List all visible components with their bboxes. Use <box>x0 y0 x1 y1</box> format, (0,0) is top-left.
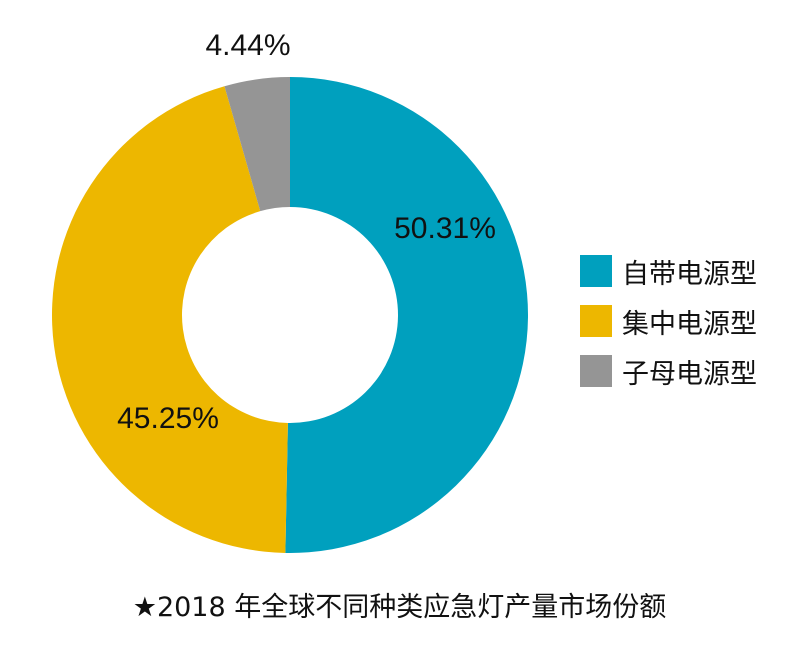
donut-slice <box>285 77 529 553</box>
donut-slice <box>52 86 288 553</box>
chart-title: ★2018 年全球不同种类应急灯产量市场份额 <box>132 592 667 623</box>
legend-label: 集中电源型 <box>622 308 757 340</box>
legend-label: 子母电源型 <box>622 358 757 390</box>
legend-swatch <box>580 255 612 287</box>
legend-item: 集中电源型 <box>580 296 757 346</box>
data-label: 45.25% <box>117 402 219 435</box>
legend: 自带电源型 集中电源型 子母电源型 <box>580 246 757 396</box>
donut-slice <box>224 77 290 212</box>
legend-label: 自带电源型 <box>622 258 757 290</box>
data-label: 4.44% <box>205 29 290 62</box>
data-label: 50.31% <box>394 212 496 245</box>
legend-swatch <box>580 355 612 387</box>
legend-item: 自带电源型 <box>580 246 757 296</box>
legend-swatch <box>580 305 612 337</box>
legend-item: 子母电源型 <box>580 346 757 396</box>
